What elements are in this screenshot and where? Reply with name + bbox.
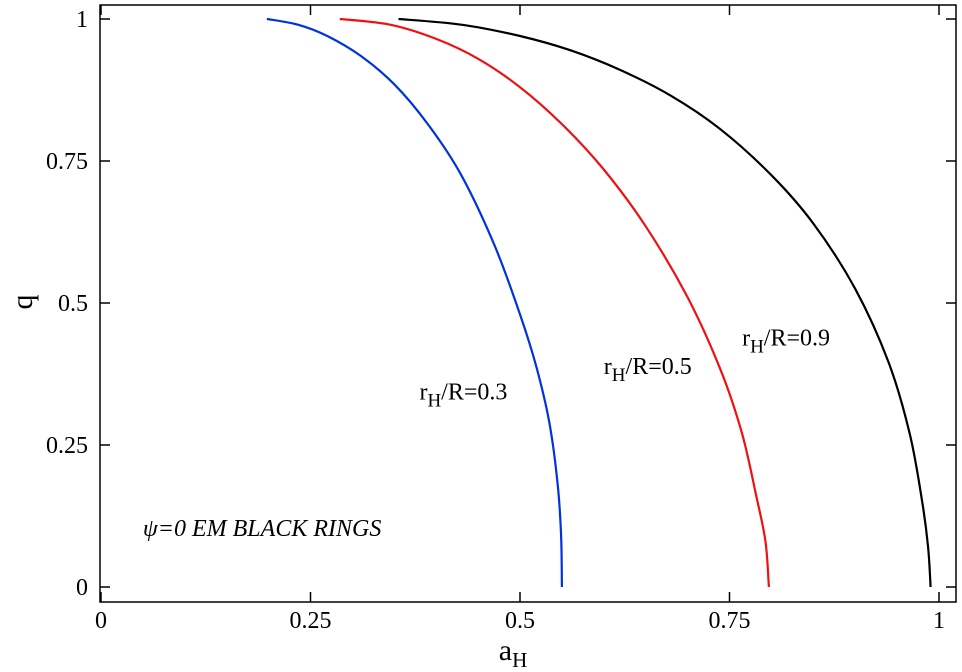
y-axis-label: q — [6, 295, 39, 310]
series-label-2: rH/R=0.5 — [604, 354, 692, 386]
x-axis-label-main: a — [499, 634, 512, 667]
y-tick-label: 0.75 — [46, 149, 88, 175]
x-axis-label: aH — [499, 634, 528, 672]
y-tick-label: 0 — [76, 575, 88, 601]
series-labels: rH/R=0.3 rH/R=0.5 rH/R=0.9 — [419, 326, 830, 412]
series-line-3 — [398, 17, 932, 588]
x-tick-label: 0.5 — [505, 608, 535, 634]
x-axis-label-sub: H — [512, 648, 527, 672]
x-tick-label: 1 — [933, 608, 945, 634]
series-line-1 — [266, 17, 563, 588]
ticks — [100, 5, 956, 602]
series-label-1: rH/R=0.3 — [419, 380, 507, 412]
y-tick-label: 1 — [76, 7, 88, 33]
y-tick-label: 0.25 — [46, 433, 88, 459]
series-label-3: rH/R=0.9 — [742, 326, 830, 358]
chart-annotation: ψ=0 EM BLACK RINGS — [143, 516, 381, 542]
x-tick-label: 0.25 — [290, 608, 332, 634]
tick-labels: 0 0.25 0.5 0.75 1 0 0.25 0.5 0.75 1 — [46, 7, 945, 634]
x-tick-label: 0 — [95, 608, 107, 634]
x-tick-label: 0.75 — [709, 608, 751, 634]
series-line-2 — [339, 17, 770, 588]
y-tick-label: 0.5 — [58, 291, 88, 317]
series-group — [266, 17, 932, 588]
